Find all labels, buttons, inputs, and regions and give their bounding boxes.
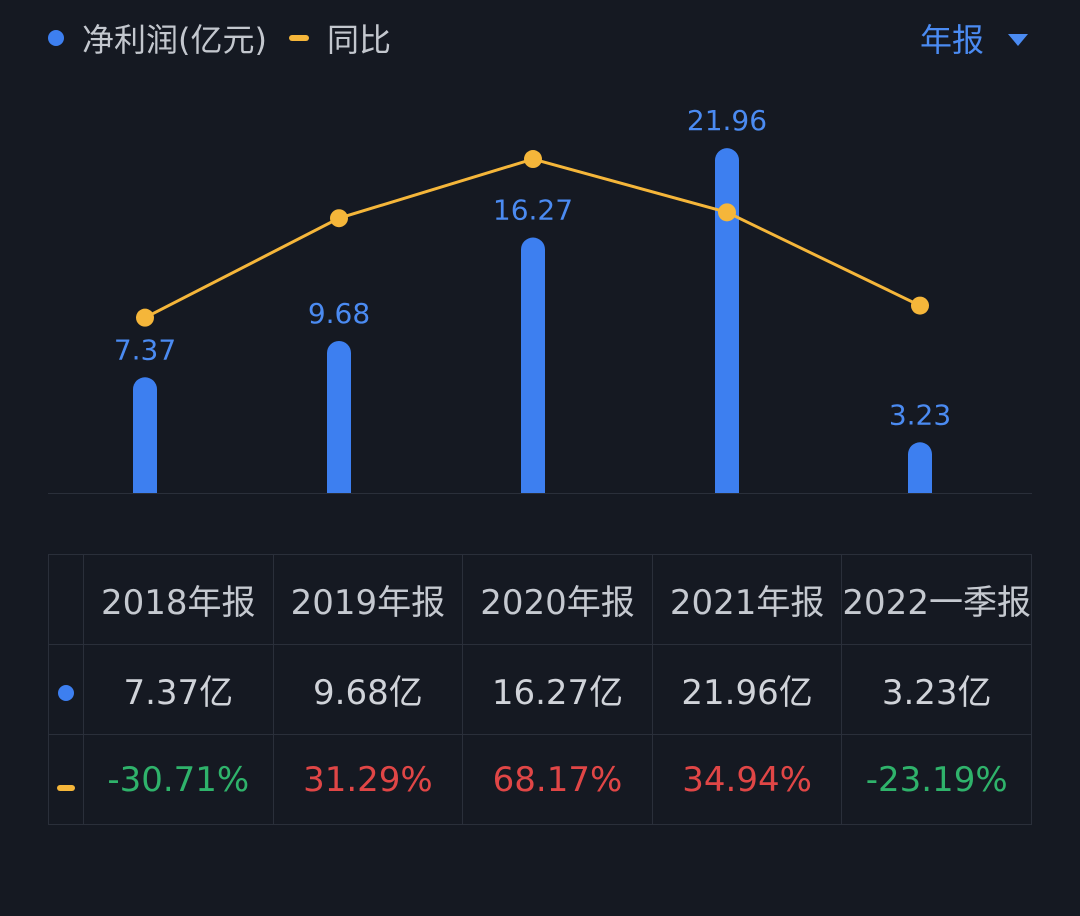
net-profit-legend-label: 净利润(亿元) (82, 21, 267, 59)
net-profit-cell: 9.68亿 (272, 644, 464, 735)
net-profit-cell: 21.96亿 (651, 644, 843, 735)
yoy-point (911, 296, 929, 315)
bar-value-label: 21.96 (687, 104, 767, 137)
table-header-row: 2018年报 2019年报 2020年报 2021年报 2022一季报 (48, 554, 1032, 645)
bar-value-label: 7.37 (114, 333, 176, 366)
net-profit-cell: 3.23亿 (841, 644, 1032, 735)
table-row-yoy: -30.71% 31.29% 68.17% 34.94% -23.19% (48, 734, 1032, 825)
yoy-cell: 34.94% (651, 734, 843, 825)
net-profit-bar (715, 148, 739, 493)
table-row-net-profit: 7.37亿 9.68亿 16.27亿 21.96亿 3.23亿 (48, 644, 1032, 735)
yoy-point (718, 203, 736, 222)
yoy-legend-label: 同比 (326, 21, 391, 59)
yoy-row-dash-cell (48, 734, 84, 825)
chart-legend: 净利润(亿元) 同比 (48, 12, 391, 64)
table-header-cell: 2020年报 (462, 554, 653, 645)
table-corner-cell (48, 554, 84, 645)
yoy-legend-dash-icon (288, 35, 309, 41)
yoy-cell: 68.17% (462, 734, 653, 825)
table-header-cell: 2022一季报 (841, 554, 1032, 645)
bar-value-label: 16.27 (493, 194, 573, 227)
yoy-cell: -23.19% (841, 734, 1032, 825)
table-header-cell: 2018年报 (83, 554, 274, 645)
bar-value-label: 9.68 (308, 297, 370, 330)
period-selector[interactable]: 年报 (920, 12, 1028, 64)
yoy-cell: -30.71% (83, 734, 274, 825)
yoy-point (330, 209, 348, 228)
period-selector-label: 年报 (919, 21, 984, 59)
net-profit-bar (521, 237, 545, 493)
caret-down-icon (1008, 34, 1028, 46)
net-profit-legend-dot-icon (48, 30, 64, 46)
yoy-dash-icon (57, 784, 75, 791)
bar-value-label: 3.23 (889, 398, 951, 431)
net-profit-chart: 7.37 9.68 16.27 21.96 3.23 (48, 104, 1032, 494)
net-profit-bar (327, 341, 351, 493)
net-profit-cell: 16.27亿 (462, 644, 653, 735)
net-profit-bar (908, 442, 932, 493)
net-profit-bar (133, 377, 157, 493)
yoy-point (524, 150, 542, 169)
table-header-cell: 2021年报 (651, 554, 843, 645)
net-profit-dot-icon (58, 684, 74, 701)
net-profit-row-dot-cell (48, 644, 84, 735)
data-table: 2018年报 2019年报 2020年报 2021年报 2022一季报 7.37… (48, 554, 1032, 825)
table-header-cell: 2019年报 (272, 554, 464, 645)
yoy-cell: 31.29% (272, 734, 464, 825)
yoy-point (136, 308, 154, 327)
net-profit-cell: 7.37亿 (83, 644, 274, 735)
